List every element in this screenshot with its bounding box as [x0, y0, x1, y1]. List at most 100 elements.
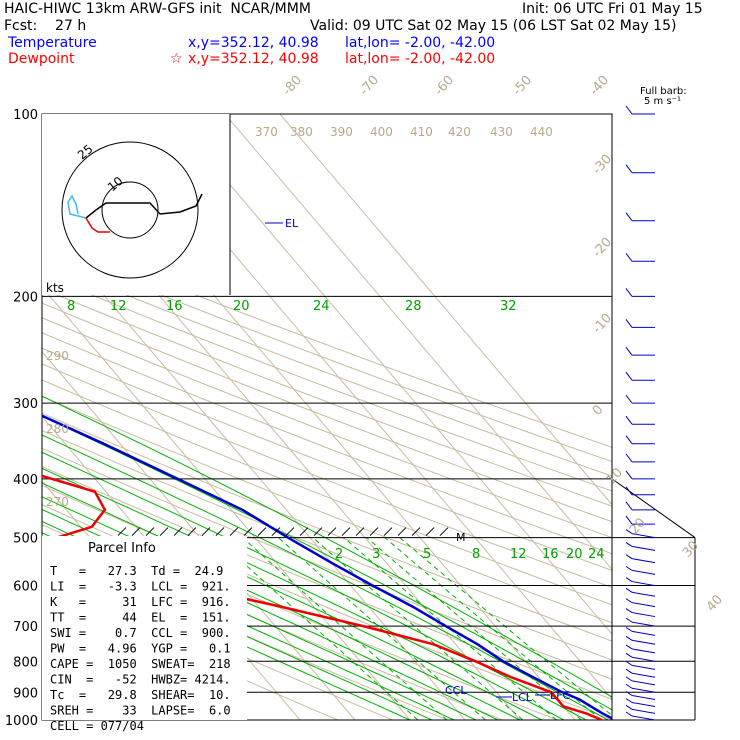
theta-tick-label: 280 [46, 422, 69, 436]
theta-tick-label: 420 [448, 125, 471, 139]
wind-barb-flag [625, 691, 633, 696]
wind-barb-flag [625, 453, 633, 463]
hatch-mark [439, 527, 449, 536]
dry-adiabat-line [42, 302, 612, 523]
isotherm-tick-label: -50 [510, 73, 535, 99]
dry-adiabat-line [42, 412, 612, 642]
hatch-mark [215, 527, 225, 536]
mixing-ratio-tick-label: 12 [510, 547, 527, 562]
dry-adiabat-line [42, 260, 612, 477]
wind-barb [631, 672, 656, 678]
wind-barb [631, 558, 656, 564]
mixing-ratio-tick-label: 32 [500, 299, 517, 314]
dry-adiabat-line [42, 430, 612, 661]
pressure-tick-label: 100 [13, 108, 38, 123]
isotherm-tick-label: -10 [590, 311, 615, 337]
mixing-ratio-tick-label: 5 [423, 547, 431, 562]
wind-barb [631, 591, 656, 597]
hodograph-trace-low [67, 194, 87, 219]
wind-barb [631, 639, 656, 645]
isotherm-tick-label: 40 [704, 592, 726, 614]
hatch-mark [397, 527, 407, 536]
isotherm-tick-label: 30 [680, 538, 702, 560]
pressure-tick-label: 800 [13, 655, 38, 670]
wind-barb-flag [625, 704, 633, 710]
forecast-hour: Fcst: 27 h [4, 18, 87, 34]
wind-barb-flag [625, 644, 633, 650]
hatch-mark [313, 527, 323, 536]
parcel-info-row: CIN = -52 HWBZ= 4214. [50, 673, 231, 687]
temperature-legend: Temperature [8, 35, 97, 51]
parcel-info-row: Tc = 29.8 SHEAR= 10. [50, 688, 231, 702]
mixing-ratio-tick-label: 16 [166, 299, 183, 314]
wind-barb [631, 602, 656, 608]
lcl-label: LCL [512, 691, 533, 704]
dry-adiabat-line [42, 317, 612, 539]
hatch-mark [327, 527, 337, 536]
isotherm-tick-label: -30 [590, 152, 615, 178]
mixing-ratio-tick-label: 8 [67, 299, 75, 314]
pressure-tick-label: 600 [13, 580, 38, 595]
wind-barb-flag [625, 698, 633, 703]
wind-barb-flag [625, 346, 633, 356]
isotherm-tick-label: 10 [604, 465, 626, 487]
mixing-ratio-line [399, 537, 612, 717]
wind-barb-flag [625, 212, 633, 222]
barb-legend-unit: 5 m s⁻¹ [644, 96, 681, 107]
ccl-label: CCL [445, 684, 467, 697]
dewpoint-latlon: lat,lon= -2.00, -42.00 [345, 51, 496, 67]
wind-barb-flag [625, 676, 633, 682]
wind-barb-flag [625, 394, 633, 404]
isotherm-line [224, 114, 612, 571]
isotherm-line [42, 286, 411, 720]
parcel-info-row: K = 31 LFC = 916. [50, 595, 231, 609]
hatch-mark [355, 527, 365, 536]
parcel-info-row: LI = -3.3 LCL = 921. [50, 580, 231, 594]
theta-tick-label: 410 [410, 125, 433, 139]
wind-barb-flag [625, 598, 633, 604]
frame-diagonal [611, 478, 696, 538]
wind-barb-flag [625, 711, 633, 717]
wind-barb [631, 687, 656, 693]
wind-barb-flag [625, 319, 633, 328]
hodograph-box [42, 114, 230, 295]
hatch-mark [285, 527, 295, 536]
wind-barb-flag [625, 288, 633, 297]
mixing-ratio-line [366, 537, 582, 720]
pressure-tick-label: 400 [13, 473, 38, 488]
hodograph-trace-upper [85, 217, 110, 233]
hatch-mark [271, 527, 281, 536]
temperature-latlon: lat,lon= -2.00, -42.00 [345, 35, 496, 51]
wind-barb [631, 702, 656, 707]
dry-adiabat-line [42, 447, 612, 680]
isotherm-tick-label: -70 [357, 73, 382, 99]
wind-barb-flag [625, 515, 633, 525]
pressure-tick-label: 700 [13, 620, 38, 635]
wind-barb-flag [625, 435, 633, 445]
theta-tick-label: 290 [46, 349, 69, 363]
dewpoint-star-icon: ☆ [170, 51, 183, 67]
dewpoint-legend: Dewpoint [8, 51, 75, 67]
hatch-mark [187, 527, 197, 536]
theta-tick-label: 370 [255, 125, 278, 139]
mixing-ratio-tick-label: 20 [566, 547, 583, 562]
wind-barb [631, 569, 656, 575]
isotherm-tick-label: -20 [590, 235, 615, 261]
isotherm-line [42, 221, 466, 720]
barb-legend-title: Full barb: [640, 86, 687, 97]
hodograph-trace-mid [85, 193, 203, 219]
m-label: M [456, 531, 466, 544]
wind-barb-flag [625, 252, 633, 262]
wind-barb-flag [625, 635, 633, 641]
hatch-mark [159, 527, 169, 536]
hatch-mark [425, 527, 435, 536]
wind-barb-flag [625, 415, 633, 425]
dry-adiabat-line [42, 565, 393, 720]
mixing-ratio-tick-label: 2 [335, 547, 343, 562]
wind-barb-flag [625, 668, 633, 674]
wind-barb [631, 708, 656, 714]
temperature-profile-line [42, 414, 612, 720]
lfc-label: LFC [550, 689, 570, 702]
isotherm-tick-label: -40 [587, 73, 612, 99]
